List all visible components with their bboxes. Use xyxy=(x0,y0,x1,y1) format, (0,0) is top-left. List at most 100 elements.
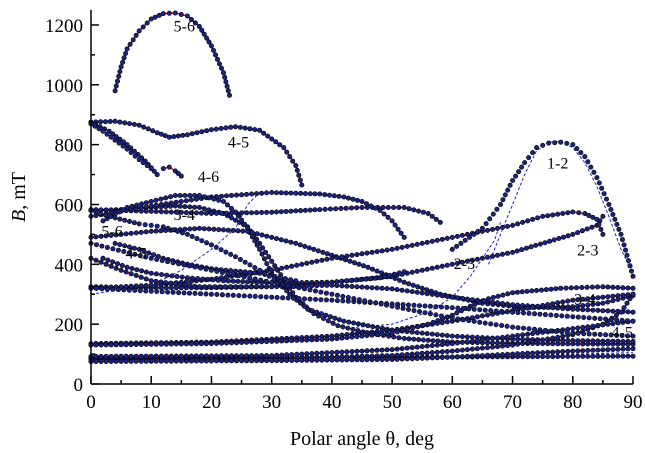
theory-curve-0 xyxy=(114,12,231,96)
data-point xyxy=(381,211,387,217)
data-point xyxy=(302,243,308,249)
data-point xyxy=(188,358,194,364)
data-point xyxy=(595,295,601,301)
experiment-series-3 xyxy=(160,164,184,179)
data-point xyxy=(93,257,99,263)
data-point xyxy=(302,191,308,197)
data-point xyxy=(118,231,124,237)
data-point xyxy=(490,294,496,300)
data-point xyxy=(575,325,581,331)
data-point xyxy=(293,240,299,246)
data-point xyxy=(434,332,440,338)
data-point xyxy=(434,237,440,243)
data-point xyxy=(630,285,636,291)
data-point xyxy=(224,193,230,199)
data-point xyxy=(424,266,430,272)
data-point xyxy=(105,257,111,263)
data-point xyxy=(343,205,349,211)
data-point xyxy=(170,289,176,295)
data-point xyxy=(118,64,124,70)
data-point xyxy=(192,283,198,289)
data-point xyxy=(208,341,214,347)
data-point xyxy=(545,354,551,360)
experiment-series-0 xyxy=(112,10,233,98)
data-point xyxy=(143,358,149,364)
data-point xyxy=(329,357,335,363)
data-point xyxy=(168,353,174,359)
data-point xyxy=(359,333,365,339)
data-point xyxy=(174,273,180,279)
data-point xyxy=(184,231,190,237)
data-point xyxy=(314,258,320,264)
data-point xyxy=(307,287,313,293)
data-point xyxy=(349,357,355,363)
data-point xyxy=(143,254,149,260)
data-point xyxy=(615,293,621,299)
data-point xyxy=(559,313,565,319)
data-point xyxy=(126,250,132,256)
data-point xyxy=(196,23,202,29)
data-point xyxy=(164,272,170,278)
data-point xyxy=(439,293,445,299)
data-point xyxy=(379,248,385,254)
data-point xyxy=(136,221,142,227)
data-point xyxy=(535,338,541,344)
data-point xyxy=(314,350,320,356)
data-point xyxy=(459,347,465,353)
data-point xyxy=(488,308,494,314)
data-point xyxy=(264,358,270,364)
data-point xyxy=(343,278,349,284)
data-point xyxy=(585,338,591,344)
data-point xyxy=(219,292,225,298)
data-point xyxy=(594,175,600,181)
data-point xyxy=(134,202,140,208)
data-point xyxy=(529,288,535,294)
data-point xyxy=(264,261,270,267)
data-point xyxy=(411,207,417,213)
data-point xyxy=(200,276,206,282)
data-point xyxy=(374,268,380,274)
data-point xyxy=(279,338,285,344)
data-point xyxy=(579,284,585,290)
data-point xyxy=(222,284,228,290)
data-point xyxy=(489,299,495,305)
data-point xyxy=(385,205,391,211)
data-point xyxy=(204,128,210,134)
data-point xyxy=(474,337,480,343)
data-point xyxy=(610,321,616,327)
data-point xyxy=(621,305,627,311)
data-point xyxy=(93,209,99,215)
data-point xyxy=(419,240,425,246)
data-point xyxy=(122,120,128,126)
data-point xyxy=(278,209,284,215)
data-point xyxy=(595,338,601,344)
data-point xyxy=(409,242,415,248)
data-point xyxy=(314,357,320,363)
data-point xyxy=(454,243,460,249)
data-point xyxy=(614,332,620,338)
data-point xyxy=(396,205,402,211)
data-point xyxy=(429,350,435,356)
data-point xyxy=(429,331,435,337)
data-point xyxy=(123,269,129,275)
data-point xyxy=(600,322,606,328)
data-point xyxy=(158,353,164,359)
data-point xyxy=(334,349,340,355)
data-point xyxy=(525,218,531,224)
data-point xyxy=(401,335,407,341)
data-point xyxy=(394,245,400,251)
data-point xyxy=(548,286,554,292)
data-point xyxy=(476,299,482,305)
data-point xyxy=(193,353,199,359)
data-point xyxy=(474,346,480,352)
data-point xyxy=(462,237,468,243)
data-point xyxy=(405,306,411,312)
experiment-extra-series-3 xyxy=(88,285,636,324)
data-point xyxy=(258,277,264,283)
data-point xyxy=(613,312,619,318)
data-point xyxy=(263,294,269,300)
data-point xyxy=(419,290,425,296)
data-point xyxy=(459,354,465,360)
data-point xyxy=(600,294,606,300)
data-point xyxy=(349,334,355,340)
